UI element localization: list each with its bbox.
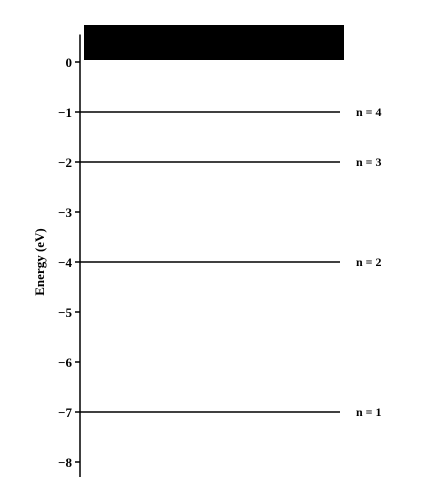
- energy-levels: n = 4 n = 3 n = 2 n = 1: [80, 105, 382, 419]
- y-ticks: 0 −1 −2 −3 −4 −5 −6 −7 −8: [58, 55, 80, 470]
- y-tick-label: −7: [58, 405, 72, 420]
- y-axis-label: Energy (eV): [32, 228, 47, 296]
- continuum-band: [84, 25, 344, 60]
- energy-level-label: n = 3: [356, 155, 382, 169]
- y-tick-label: −4: [58, 255, 72, 270]
- y-tick-label: −1: [58, 105, 72, 120]
- y-tick-label: −5: [58, 305, 72, 320]
- y-tick-label: −3: [58, 205, 72, 220]
- energy-level-label: n = 4: [356, 105, 382, 119]
- y-tick-label: −2: [58, 155, 72, 170]
- y-tick-label: −8: [58, 455, 72, 470]
- energy-level-label: n = 1: [356, 405, 382, 419]
- y-tick-label: −6: [58, 355, 72, 370]
- energy-level-label: n = 2: [356, 255, 382, 269]
- y-tick-label: 0: [66, 55, 73, 70]
